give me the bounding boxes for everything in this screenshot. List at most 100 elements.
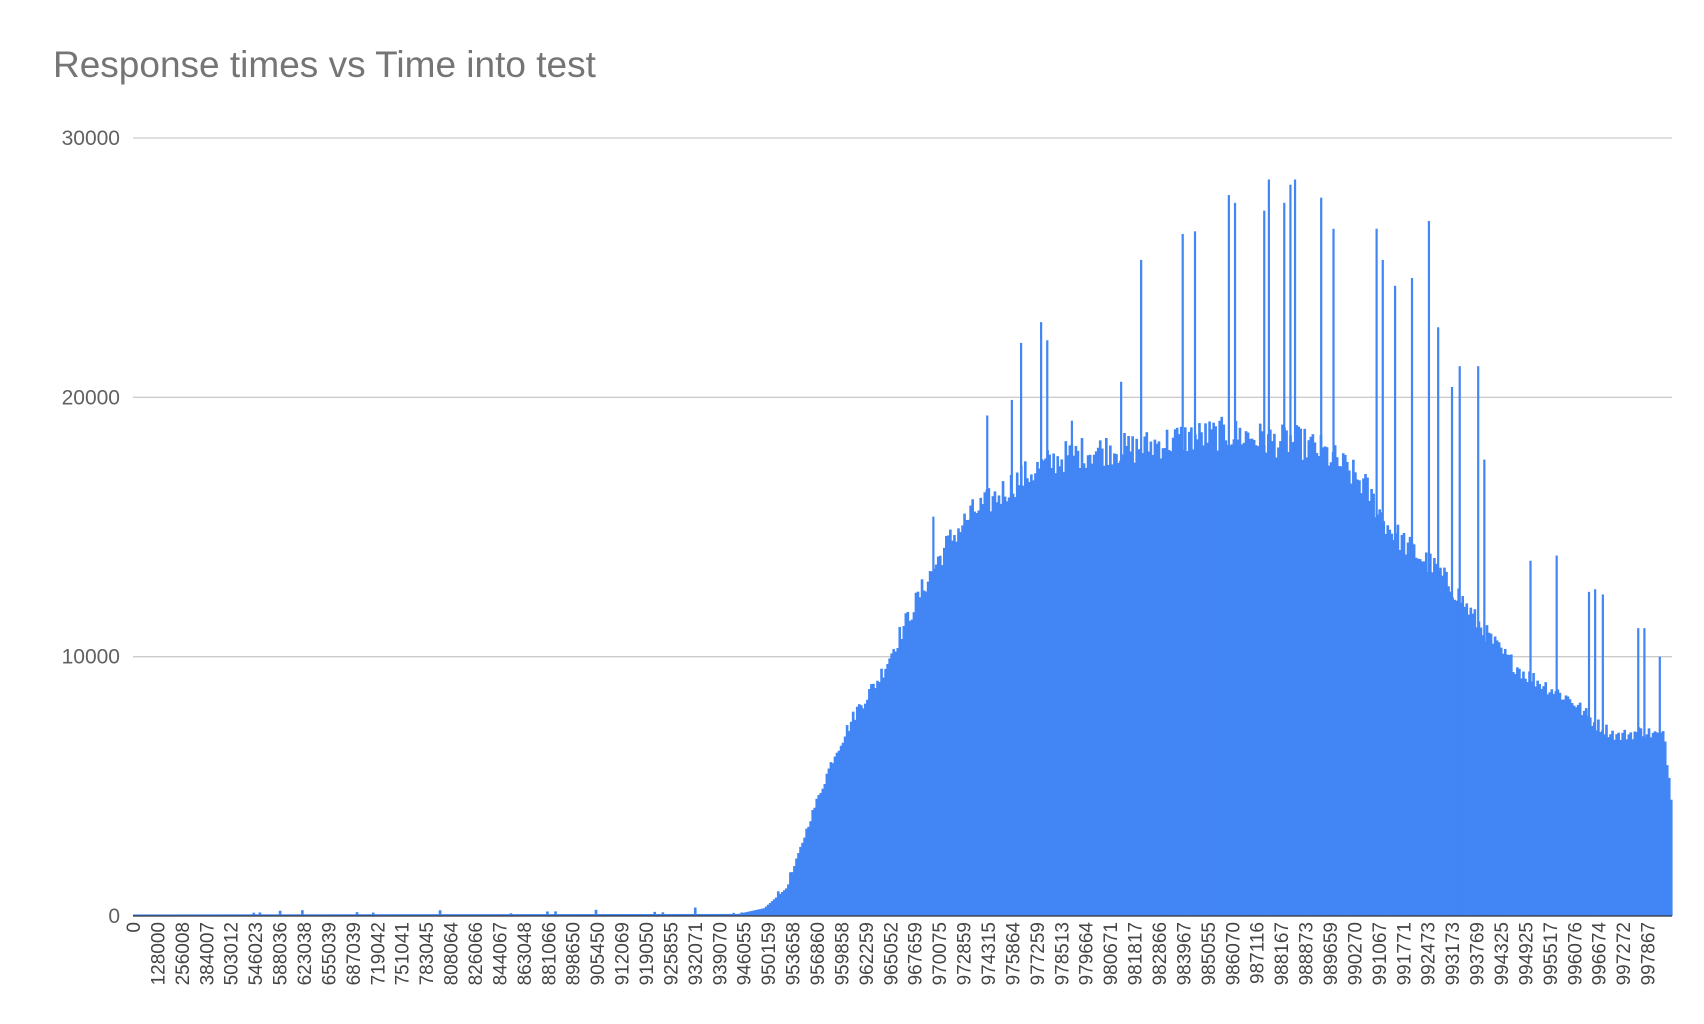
x-tick-label: 996674 — [1590, 922, 1611, 986]
bar — [404, 914, 407, 916]
bar — [742, 912, 746, 916]
bar — [1303, 428, 1307, 916]
bar — [544, 914, 547, 916]
bar — [746, 911, 750, 916]
bar — [236, 914, 239, 916]
bar — [574, 914, 578, 916]
bar — [598, 914, 602, 916]
bar — [981, 504, 985, 916]
x-tick-label: 950159 — [759, 922, 780, 985]
spike-bar — [1437, 327, 1440, 916]
bar — [623, 914, 626, 916]
x-tick-label: 0 — [124, 922, 145, 933]
bar — [730, 913, 734, 916]
bar — [228, 914, 231, 916]
x-tick-label: 623038 — [295, 922, 316, 985]
bar — [736, 913, 740, 916]
bar — [1186, 450, 1189, 916]
bar — [1505, 654, 1509, 916]
bar — [1034, 473, 1037, 916]
bar — [922, 590, 926, 916]
bar — [896, 648, 900, 916]
bar — [250, 914, 254, 916]
bar — [1576, 704, 1580, 916]
bar — [157, 914, 160, 916]
spike-bar — [1381, 259, 1384, 916]
bar — [505, 914, 509, 916]
bar — [1647, 728, 1651, 916]
bar — [548, 914, 551, 916]
bar — [452, 914, 456, 916]
bar — [770, 901, 774, 916]
bar — [323, 914, 326, 916]
bar — [1327, 465, 1331, 916]
bar — [1597, 719, 1600, 916]
spike-bar — [932, 516, 935, 916]
x-tick-label: 912069 — [613, 922, 634, 985]
bar — [311, 914, 314, 916]
bar — [1305, 457, 1309, 916]
bar — [1372, 493, 1375, 916]
bar — [878, 682, 881, 916]
bar — [659, 913, 663, 916]
bar — [315, 914, 318, 916]
bar — [1520, 678, 1523, 916]
bar — [1514, 673, 1517, 916]
bar — [1350, 483, 1353, 916]
bar — [1390, 533, 1394, 916]
bar — [1285, 430, 1288, 916]
bar — [1613, 739, 1616, 916]
bar — [1141, 453, 1145, 916]
bar — [959, 532, 962, 916]
bar — [1603, 734, 1606, 916]
bar — [1431, 572, 1434, 916]
bar — [649, 914, 653, 916]
bar — [1329, 462, 1333, 916]
x-tick-label: 983967 — [1174, 922, 1195, 985]
bar — [1516, 667, 1519, 916]
bar — [1137, 449, 1141, 916]
bar — [1665, 765, 1669, 916]
spike-bar — [1658, 656, 1661, 916]
bar — [1605, 724, 1608, 916]
bar — [1433, 557, 1436, 916]
bar — [815, 798, 819, 916]
bar — [270, 914, 274, 916]
bar — [768, 902, 772, 916]
bar — [1311, 434, 1315, 916]
bar — [1659, 732, 1663, 916]
bar — [825, 773, 829, 916]
bar — [1256, 446, 1260, 916]
bar — [1153, 439, 1157, 916]
bar — [1173, 429, 1177, 916]
bar — [1422, 561, 1426, 916]
bar — [564, 914, 567, 916]
bar — [1542, 686, 1546, 916]
bar — [1625, 739, 1629, 916]
bar — [479, 914, 482, 916]
bar — [276, 914, 280, 916]
spike-bar — [1010, 399, 1013, 916]
bar — [1169, 451, 1173, 916]
bar — [321, 914, 324, 916]
x-tick-label: 978513 — [1052, 922, 1073, 985]
bar — [1629, 732, 1633, 916]
bar — [1313, 442, 1317, 916]
bar — [983, 492, 987, 916]
bar — [811, 809, 815, 916]
x-tick-label: 996076 — [1565, 922, 1586, 985]
bar — [1007, 497, 1011, 916]
bar — [845, 725, 849, 916]
bar — [1204, 423, 1207, 916]
bar — [669, 913, 673, 916]
bar — [378, 914, 381, 916]
bar — [538, 914, 541, 916]
bar — [503, 914, 507, 916]
bar — [1244, 431, 1248, 916]
bar — [1250, 438, 1254, 916]
bar — [351, 914, 355, 916]
bar — [268, 914, 272, 916]
spike-bar — [1320, 197, 1323, 916]
x-tick-label: 719042 — [368, 922, 389, 985]
bar — [1534, 686, 1537, 916]
